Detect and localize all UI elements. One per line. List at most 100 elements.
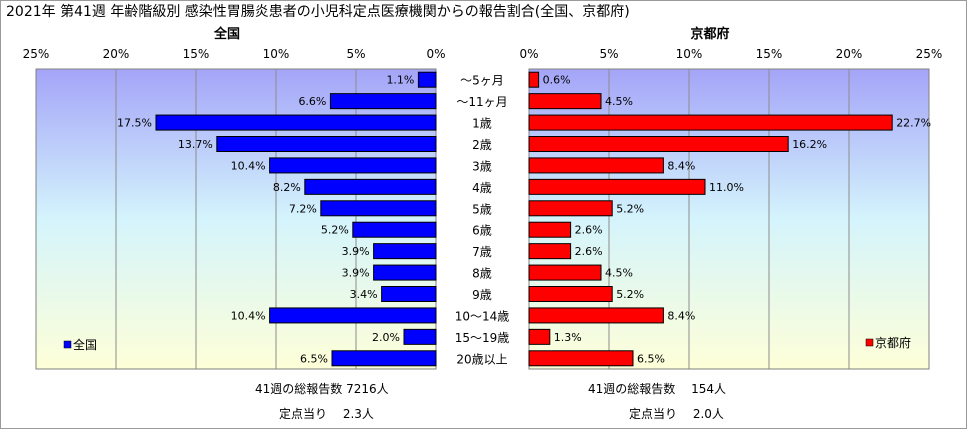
- data-label-kyoto: 4.5%: [605, 95, 633, 108]
- data-label-kyoto: 5.2%: [616, 202, 644, 215]
- x-tick-label-national: 20%: [103, 47, 130, 61]
- x-tick-label-national: 15%: [183, 47, 210, 61]
- bar-kyoto: [528, 136, 789, 152]
- bar-national: [403, 328, 437, 345]
- x-axis-ticks-national: 25% 20% 15% 10% 5% 0%: [23, 47, 446, 61]
- category-label: ～11ヶ月: [456, 95, 507, 109]
- bar-kyoto: [528, 307, 664, 324]
- bar-national: [373, 243, 437, 260]
- category-label: 8歳: [472, 267, 492, 281]
- x-tick-label-national: 10%: [263, 47, 290, 61]
- data-label-kyoto: 11.0%: [709, 181, 744, 194]
- legend-label-national: 全国: [73, 337, 97, 352]
- bar-kyoto: [528, 71, 540, 88]
- x-tick-label-kyoto: 20%: [836, 47, 863, 61]
- x-tick-label-national: 5%: [346, 47, 365, 61]
- bar-kyoto: [528, 93, 602, 110]
- x-axis-ticks-kyoto: 0% 5% 10% 15% 20% 25%: [519, 47, 942, 61]
- data-label-national: 3.4%: [350, 288, 378, 301]
- data-label-kyoto: 0.6%: [543, 74, 571, 87]
- bar-kyoto: [528, 221, 572, 238]
- x-tick-label-kyoto: 25%: [916, 47, 943, 61]
- legend-swatch-national: [63, 340, 72, 349]
- legend-label-kyoto: 京都府: [875, 335, 911, 350]
- legend-national: 全国: [63, 337, 97, 352]
- x-tick-label-kyoto: 0%: [519, 47, 538, 61]
- data-label-national: 2.0%: [372, 331, 400, 344]
- national-per-site: 定点当り 2.3人: [279, 406, 374, 421]
- bars-kyoto: 0.6%4.5%22.7%16.2%8.4%11.0%5.2%2.6%2.6%4…: [528, 71, 931, 367]
- category-label: 7歳: [472, 245, 492, 259]
- bar-national: [329, 93, 437, 110]
- category-label: 1歳: [472, 117, 492, 131]
- data-label-kyoto: 16.2%: [792, 138, 827, 151]
- data-label-national: 7.2%: [289, 202, 317, 215]
- x-tick-label-kyoto: 5%: [599, 47, 618, 61]
- x-tick-label-kyoto: 10%: [676, 47, 703, 61]
- kyoto-per-site: 定点当り 2.0人: [629, 406, 724, 421]
- data-label-kyoto: 8.4%: [667, 159, 695, 172]
- data-label-national: 6.6%: [298, 95, 326, 108]
- data-label-national: 10.4%: [231, 159, 266, 172]
- data-label-national: 3.9%: [342, 245, 370, 258]
- x-tick-label-national: 0%: [426, 47, 445, 61]
- bar-kyoto: [528, 200, 613, 217]
- bar-national: [320, 200, 437, 217]
- category-label: 9歳: [472, 288, 492, 302]
- legend-swatch-kyoto: [865, 338, 874, 347]
- x-tick-label-kyoto: 15%: [756, 47, 783, 61]
- bar-national: [331, 350, 437, 367]
- bar-kyoto: [528, 243, 572, 260]
- bar-national: [304, 178, 437, 195]
- data-label-national: 5.2%: [321, 224, 349, 237]
- category-label: 5歳: [472, 202, 492, 216]
- category-label: 10～14歳: [455, 309, 510, 323]
- category-label: 20歳以上: [456, 352, 507, 366]
- bar-national: [373, 264, 437, 281]
- kyoto-total-reports: 41週の総報告数 154人: [588, 381, 726, 396]
- x-tick-label-national: 25%: [23, 47, 50, 61]
- bar-national: [216, 136, 437, 152]
- data-label-kyoto: 22.7%: [896, 117, 931, 130]
- bar-national: [381, 286, 437, 302]
- bar-kyoto: [528, 328, 551, 345]
- bar-kyoto: [528, 157, 664, 174]
- bar-national: [155, 114, 437, 131]
- data-label-national: 6.5%: [300, 352, 328, 365]
- bars-national: 1.1% 6.6% 17.5% 13.7% 10.4% 8.2% 7.2% 5.2% 3.9% 3…: [117, 71, 437, 367]
- category-labels: ～5ヶ月 ～11ヶ月 1歳 2歳 3歳 4歳 5歳 6歳 7歳 8歳 9歳 10～14歳 15～19歳 2…: [455, 74, 510, 367]
- data-label-kyoto: 2.6%: [575, 224, 603, 237]
- bar-kyoto: [528, 114, 893, 131]
- data-label-kyoto: 8.4%: [667, 309, 695, 322]
- category-label: 15～19歳: [455, 331, 510, 345]
- plot-area-national: [35, 68, 437, 370]
- data-label-kyoto: 1.3%: [554, 331, 582, 344]
- category-label: ～5ヶ月: [460, 74, 504, 88]
- data-label-national: 1.1%: [386, 74, 414, 87]
- bar-national: [269, 157, 437, 174]
- category-label: 2歳: [472, 138, 492, 152]
- bar-national: [417, 71, 437, 88]
- bar-kyoto: [528, 286, 613, 302]
- data-label-national: 13.7%: [178, 138, 213, 151]
- national-total-reports: 41週の総報告数 7216人: [255, 381, 389, 396]
- panel-title-kyoto: 京都府: [690, 26, 729, 42]
- data-label-kyoto: 6.5%: [637, 352, 665, 365]
- panel-title-national: 全国: [213, 26, 240, 42]
- category-label: 6歳: [472, 224, 492, 238]
- data-label-national: 10.4%: [231, 309, 266, 322]
- bar-national: [269, 307, 437, 324]
- chart-title: 2021年 第41週 年齢階級別 感染性胃腸炎患者の小児科定点医療機関からの報告…: [6, 3, 630, 20]
- bar-kyoto: [528, 350, 634, 367]
- data-label-national: 8.2%: [273, 181, 301, 194]
- plot-area-kyoto: [528, 68, 930, 370]
- bar-national: [352, 221, 437, 238]
- category-label: 3歳: [472, 159, 492, 173]
- data-label-national: 17.5%: [117, 117, 152, 130]
- bar-kyoto: [528, 264, 602, 281]
- category-label: 4歳: [472, 181, 492, 195]
- data-label-kyoto: 2.6%: [575, 245, 603, 258]
- bar-kyoto: [528, 178, 706, 195]
- legend-kyoto: 京都府: [865, 335, 911, 350]
